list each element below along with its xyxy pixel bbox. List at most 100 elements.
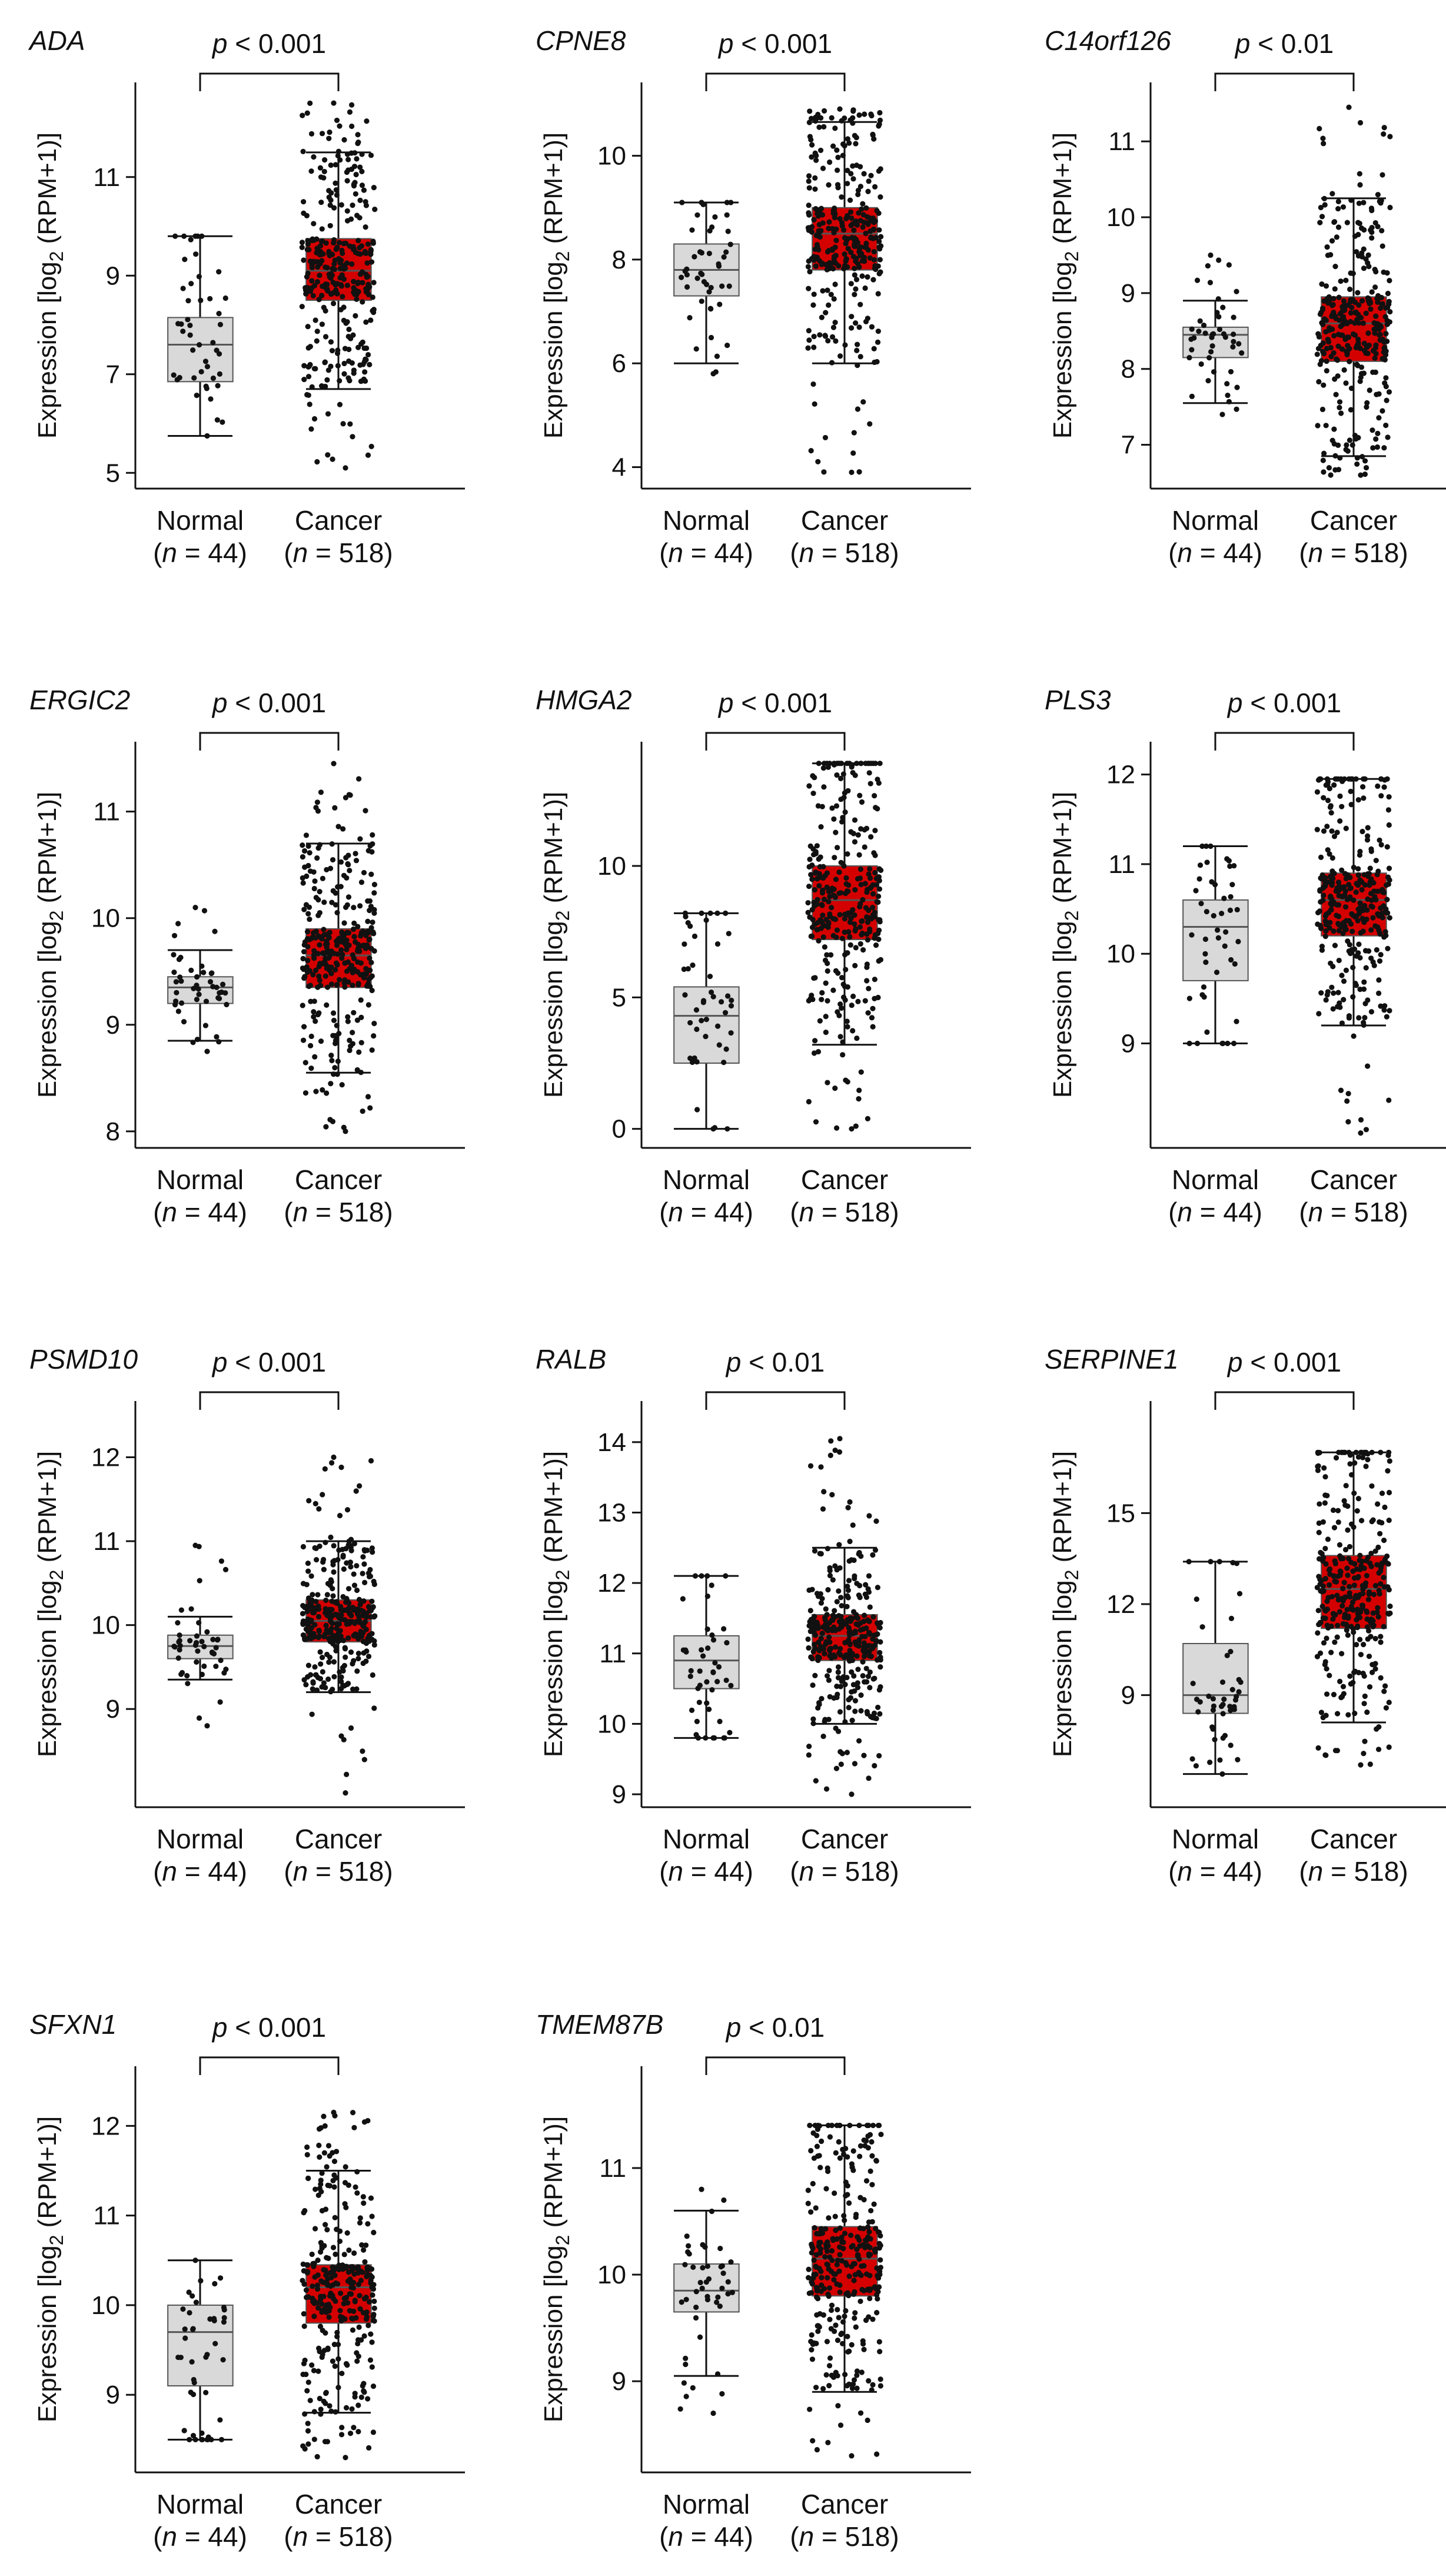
data-point bbox=[313, 1088, 319, 1094]
data-point bbox=[862, 285, 868, 291]
y-tick-label: 14 bbox=[597, 1428, 626, 1457]
data-point bbox=[1348, 270, 1354, 276]
data-point bbox=[351, 920, 357, 926]
data-point bbox=[1199, 992, 1205, 998]
data-point bbox=[313, 805, 319, 811]
data-point bbox=[836, 2268, 842, 2274]
data-point bbox=[1373, 313, 1379, 319]
data-point bbox=[815, 2328, 821, 2334]
data-point bbox=[328, 1625, 334, 1632]
data-point bbox=[322, 2123, 328, 2129]
data-point bbox=[360, 1108, 365, 1114]
data-point bbox=[1355, 342, 1361, 348]
data-point bbox=[870, 912, 876, 918]
gene-title: RALB bbox=[536, 1344, 606, 1375]
data-point bbox=[1316, 1529, 1322, 1535]
data-point bbox=[333, 2251, 338, 2258]
data-point bbox=[869, 324, 875, 330]
data-point bbox=[853, 135, 859, 141]
data-point bbox=[1326, 464, 1332, 471]
data-point bbox=[1329, 984, 1335, 990]
data-point bbox=[365, 1002, 371, 1008]
data-point bbox=[1325, 779, 1331, 785]
data-point bbox=[1369, 225, 1375, 231]
data-point bbox=[351, 1541, 357, 1546]
data-point bbox=[341, 1566, 347, 1572]
data-point bbox=[1321, 195, 1327, 201]
data-point bbox=[819, 2275, 825, 2280]
data-point bbox=[363, 932, 369, 938]
data-point bbox=[314, 855, 320, 861]
data-point bbox=[356, 1483, 363, 1489]
data-point bbox=[812, 775, 817, 781]
data-point bbox=[714, 1679, 720, 1685]
data-point bbox=[1314, 826, 1320, 832]
data-point bbox=[1330, 1616, 1336, 1622]
data-point bbox=[849, 2342, 855, 2348]
data-point bbox=[328, 275, 334, 281]
data-point bbox=[1322, 1608, 1329, 1614]
data-point bbox=[832, 281, 838, 287]
data-point bbox=[1351, 1491, 1357, 1496]
data-point bbox=[1377, 1591, 1382, 1597]
data-point bbox=[806, 173, 812, 179]
data-point bbox=[315, 897, 321, 903]
data-point bbox=[728, 1003, 734, 1009]
data-point bbox=[1345, 1503, 1351, 1509]
data-point bbox=[360, 1571, 365, 1576]
data-point bbox=[1372, 284, 1378, 290]
data-point bbox=[331, 1017, 337, 1024]
data-point bbox=[1335, 224, 1342, 230]
data-point bbox=[1383, 331, 1389, 337]
data-point bbox=[212, 2280, 218, 2287]
data-point bbox=[829, 2122, 835, 2129]
data-point bbox=[331, 1558, 337, 1563]
data-point bbox=[1355, 866, 1361, 872]
data-point bbox=[1331, 426, 1337, 432]
normal-sample-size: (n = 44) bbox=[1168, 537, 1262, 568]
data-point bbox=[848, 2232, 854, 2238]
data-point bbox=[829, 360, 835, 366]
data-point bbox=[348, 1563, 354, 1570]
data-point bbox=[338, 2318, 344, 2324]
data-point bbox=[1354, 1642, 1359, 1648]
data-point bbox=[850, 1028, 856, 1034]
data-point bbox=[193, 1639, 200, 1646]
y-axis-label: Expression [log2 (RPM+1)] bbox=[1048, 792, 1082, 1098]
data-point bbox=[313, 1018, 318, 1024]
data-point bbox=[1331, 441, 1337, 447]
data-point bbox=[827, 159, 833, 165]
data-point bbox=[821, 469, 827, 475]
data-point bbox=[321, 932, 327, 938]
data-point bbox=[845, 1595, 851, 1601]
data-point bbox=[862, 998, 868, 1004]
data-point bbox=[852, 2310, 858, 2316]
data-point bbox=[835, 845, 840, 851]
data-point bbox=[369, 1047, 375, 1053]
data-point bbox=[1375, 1501, 1381, 1507]
data-point bbox=[1214, 310, 1220, 316]
data-point bbox=[833, 260, 839, 266]
data-point bbox=[333, 1040, 338, 1047]
data-point bbox=[826, 302, 832, 308]
data-point bbox=[303, 2287, 310, 2293]
data-point bbox=[361, 2296, 368, 2302]
data-point bbox=[704, 2296, 711, 2303]
data-point bbox=[1385, 1468, 1391, 1474]
data-point bbox=[875, 1585, 880, 1591]
cancer-sample-size: (n = 518) bbox=[284, 1197, 393, 1227]
gene-title: PLS3 bbox=[1045, 685, 1111, 715]
data-point bbox=[334, 2329, 340, 2336]
data-point bbox=[830, 1577, 836, 1583]
data-point bbox=[1347, 286, 1353, 293]
data-point bbox=[331, 761, 337, 766]
data-point bbox=[308, 426, 314, 432]
data-point bbox=[843, 1621, 849, 1627]
data-point bbox=[828, 291, 834, 297]
data-point bbox=[1365, 350, 1371, 357]
normal-points bbox=[1186, 843, 1241, 1047]
data-point bbox=[308, 1033, 314, 1040]
data-point bbox=[307, 850, 313, 856]
data-point bbox=[203, 2389, 209, 2396]
data-point bbox=[870, 1645, 876, 1651]
